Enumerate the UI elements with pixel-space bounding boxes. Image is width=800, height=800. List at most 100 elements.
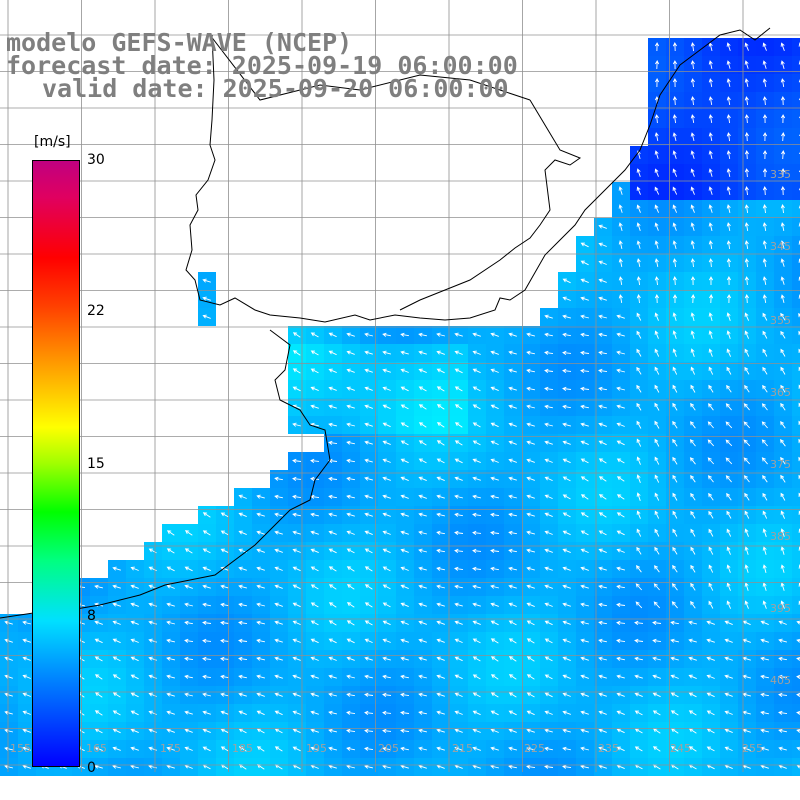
wind-arrow <box>616 638 626 643</box>
wind-arrow <box>634 692 643 698</box>
wind-arrow <box>726 528 732 537</box>
wind-arrow <box>598 494 607 500</box>
wind-arrow <box>382 638 391 643</box>
wind-arrow <box>636 420 642 429</box>
wind-arrow <box>310 386 319 392</box>
wind-arrow <box>743 457 751 465</box>
wind-arrow <box>762 348 768 357</box>
wind-arrow <box>328 602 337 608</box>
wind-arrow <box>418 584 427 589</box>
wind-arrow <box>472 386 481 392</box>
wind-arrow <box>148 710 157 715</box>
wind-arrow <box>400 728 410 733</box>
wind-arrow <box>472 746 481 751</box>
wind-arrow <box>672 258 677 267</box>
wind-arrow <box>490 710 499 716</box>
wind-arrow <box>760 656 770 661</box>
wind-arrow <box>346 512 355 517</box>
wind-arrow <box>202 584 211 589</box>
wind-arrow <box>184 620 193 625</box>
wind-arrow <box>796 656 800 661</box>
wind-arrow <box>148 728 157 733</box>
wind-arrow <box>274 710 283 716</box>
wind-arrow <box>184 710 193 715</box>
wind-arrow <box>726 258 731 268</box>
wind-arrow <box>724 638 733 643</box>
wind-arrow <box>562 296 571 301</box>
wind-arrow <box>616 332 625 337</box>
wind-arrow <box>688 692 697 698</box>
wind-arrow <box>472 674 481 680</box>
wind-arrow <box>526 332 536 337</box>
wind-arrow <box>526 692 535 698</box>
wind-arrow <box>618 186 623 195</box>
wind-arrow <box>580 548 589 554</box>
wind-arrow <box>672 420 678 429</box>
wind-arrow <box>725 475 732 483</box>
wind-arrow <box>202 674 211 679</box>
wind-arrow <box>328 620 337 626</box>
wind-arrow <box>724 746 733 752</box>
wind-arrow <box>292 584 301 590</box>
wind-arrow <box>780 402 786 411</box>
wind-arrow <box>202 314 211 319</box>
wind-arrow <box>472 566 482 571</box>
wind-arrow <box>148 620 157 625</box>
wind-arrow <box>780 42 785 51</box>
wind-arrow <box>744 132 749 142</box>
lon-label: 205 <box>378 742 399 755</box>
wind-arrow <box>346 440 355 445</box>
wind-arrow <box>292 422 302 427</box>
wind-speed-cell <box>792 38 800 56</box>
wind-arrow <box>292 386 301 392</box>
wind-arrow <box>654 420 660 429</box>
wind-arrow <box>256 512 265 517</box>
wind-arrow <box>636 276 641 286</box>
wind-arrow <box>292 638 301 643</box>
wind-arrow <box>672 276 677 286</box>
wind-arrow <box>364 512 373 517</box>
wind-arrow <box>454 548 464 553</box>
wind-arrow <box>220 656 230 661</box>
wind-arrow <box>616 368 626 373</box>
wind-arrow <box>616 728 625 734</box>
lon-label: 165 <box>86 742 107 755</box>
wind-arrow <box>654 546 660 555</box>
wind-arrow <box>112 566 121 571</box>
wind-arrow <box>654 402 660 411</box>
wind-arrow <box>778 692 788 697</box>
wind-arrow <box>744 564 749 573</box>
wind-arrow <box>690 582 696 591</box>
wind-arrow <box>346 566 355 572</box>
wind-arrow <box>562 602 571 607</box>
wind-speed-cell <box>792 488 800 506</box>
wind-arrow <box>562 728 571 733</box>
wind-arrow <box>328 584 337 590</box>
wind-arrow <box>472 620 481 626</box>
wind-arrow <box>598 242 607 247</box>
wind-arrow <box>580 764 590 769</box>
wind-arrow <box>636 492 641 501</box>
wind-arrow <box>616 530 625 536</box>
wind-arrow <box>618 276 623 285</box>
wind-arrow <box>472 602 481 607</box>
wind-arrow <box>364 674 374 679</box>
wind-arrow <box>544 386 554 391</box>
wind-arrow <box>148 656 157 661</box>
wind-arrow <box>743 403 750 411</box>
wind-arrow <box>689 439 696 447</box>
wind-arrow <box>274 728 283 734</box>
wind-arrow <box>598 314 608 319</box>
wind-arrow <box>544 422 554 427</box>
wind-arrow <box>220 620 230 625</box>
wind-arrow <box>708 312 713 322</box>
wind-speed-cell <box>792 452 800 470</box>
wind-arrow <box>220 728 229 734</box>
wind-arrow <box>654 330 659 339</box>
wind-arrow <box>616 458 625 464</box>
wind-arrow <box>725 457 733 465</box>
wind-arrow <box>654 474 660 483</box>
wind-arrow <box>544 692 553 698</box>
wind-arrow <box>762 186 767 196</box>
wind-arrow <box>112 728 121 734</box>
